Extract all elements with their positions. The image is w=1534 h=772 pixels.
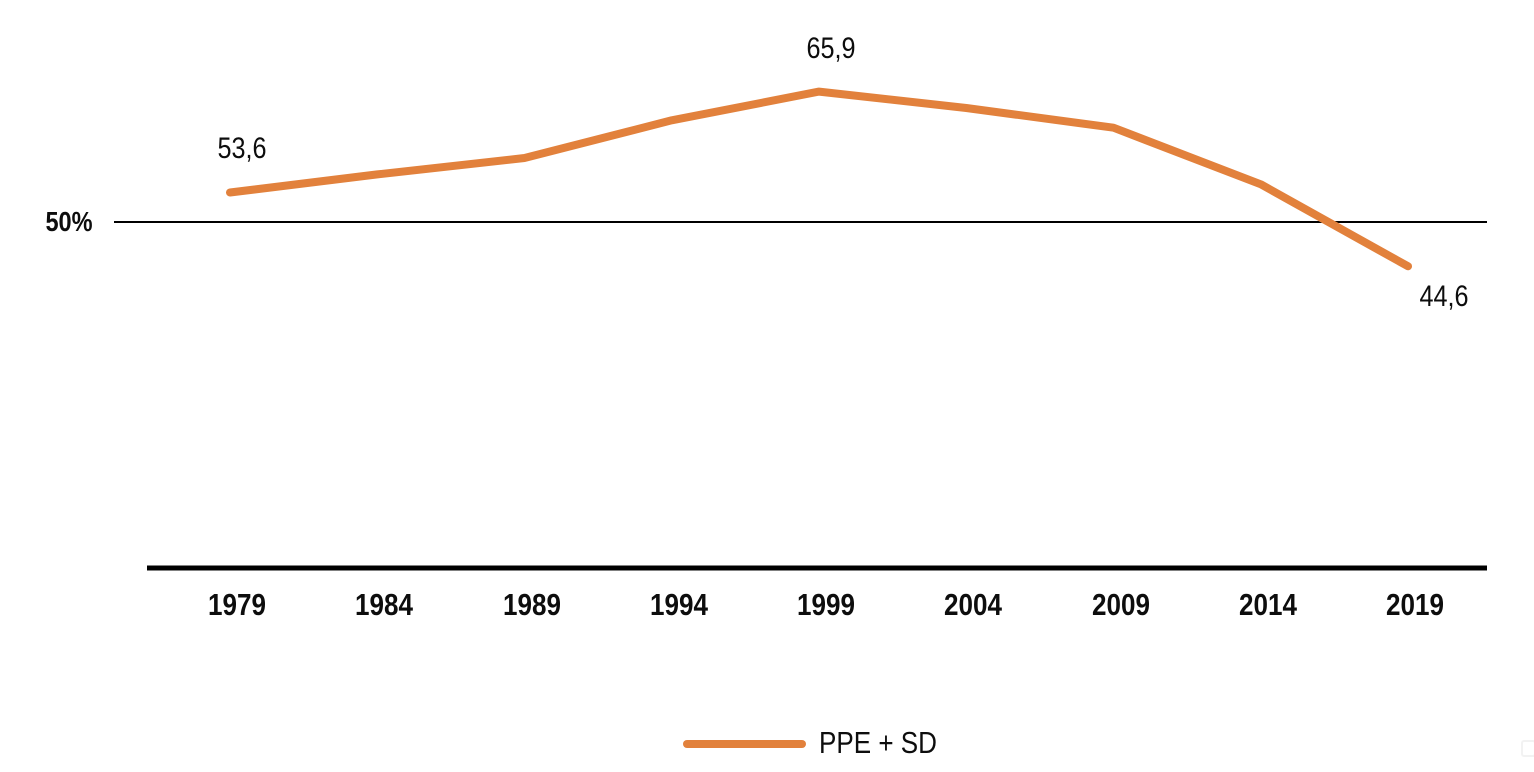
x-axis-label-text: 1994 [649, 587, 708, 622]
value-label-1979: 53,6 [213, 134, 271, 164]
value-label-text: 65,9 [806, 31, 856, 65]
x-axis-label-1979: 1979 [203, 589, 272, 620]
x-axis-label-text: 2014 [1238, 587, 1297, 622]
value-label-text: 53,6 [217, 132, 267, 166]
x-axis-label-2014: 2014 [1233, 589, 1302, 620]
reference-line-label-text: 50% [45, 206, 93, 237]
series-line-ppe-sd [226, 87, 1412, 271]
value-label-1999: 65,9 [802, 31, 860, 65]
value-label-2019: 44,6 [1415, 282, 1473, 312]
legend-line-swatch [683, 740, 806, 748]
x-axis-label-1984: 1984 [350, 589, 419, 620]
value-label-text: 44,6 [1419, 280, 1469, 314]
x-axis-label-text: 1979 [208, 587, 266, 622]
x-axis-label-text: 2019 [1386, 587, 1444, 622]
x-axis-label-text: 1984 [355, 587, 414, 622]
x-axis-label-1989: 1989 [497, 589, 566, 620]
corner-artifact [1521, 740, 1534, 757]
x-axis-label-1994: 1994 [644, 589, 713, 620]
legend-label: PPE + SD [819, 725, 937, 760]
x-axis-label-text: 1999 [797, 587, 855, 622]
x-axis-label-1999: 1999 [792, 589, 861, 620]
reference-line-label: 50% [41, 208, 97, 236]
x-axis-label-text: 2004 [944, 587, 1003, 622]
x-axis-label-text: 1989 [502, 587, 561, 622]
x-axis-label-2009: 2009 [1086, 589, 1155, 620]
x-axis-label-2019: 2019 [1381, 589, 1450, 620]
x-axis-label-2004: 2004 [939, 589, 1008, 620]
x-axis-label-text: 2009 [1091, 587, 1150, 622]
legend: PPE + SD [683, 727, 959, 758]
